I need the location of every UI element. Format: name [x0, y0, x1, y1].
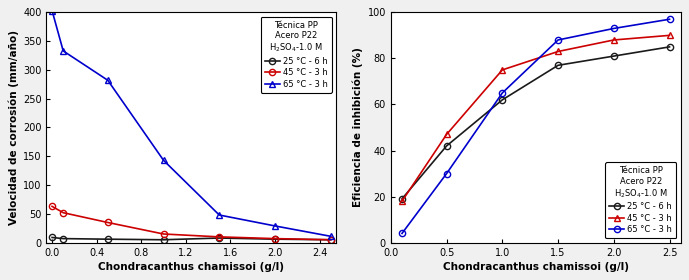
- X-axis label: Chondracanthus chamissoi (g/l): Chondracanthus chamissoi (g/l): [99, 262, 285, 272]
- Legend: 25 °C - 6 h, 45 °C - 3 h, 65 °C - 3 h: 25 °C - 6 h, 45 °C - 3 h, 65 °C - 3 h: [260, 17, 332, 93]
- X-axis label: Chondracanthus chamissoi (g/l): Chondracanthus chamissoi (g/l): [443, 262, 629, 272]
- Y-axis label: Eficiencia de inhibición (%): Eficiencia de inhibición (%): [353, 48, 364, 207]
- Legend: 25 °C - 6 h, 45 °C - 3 h, 65 °C - 3 h: 25 °C - 6 h, 45 °C - 3 h, 65 °C - 3 h: [605, 162, 677, 239]
- Y-axis label: Velocidad de corrosión (mm/año): Velocidad de corrosión (mm/año): [8, 30, 19, 225]
